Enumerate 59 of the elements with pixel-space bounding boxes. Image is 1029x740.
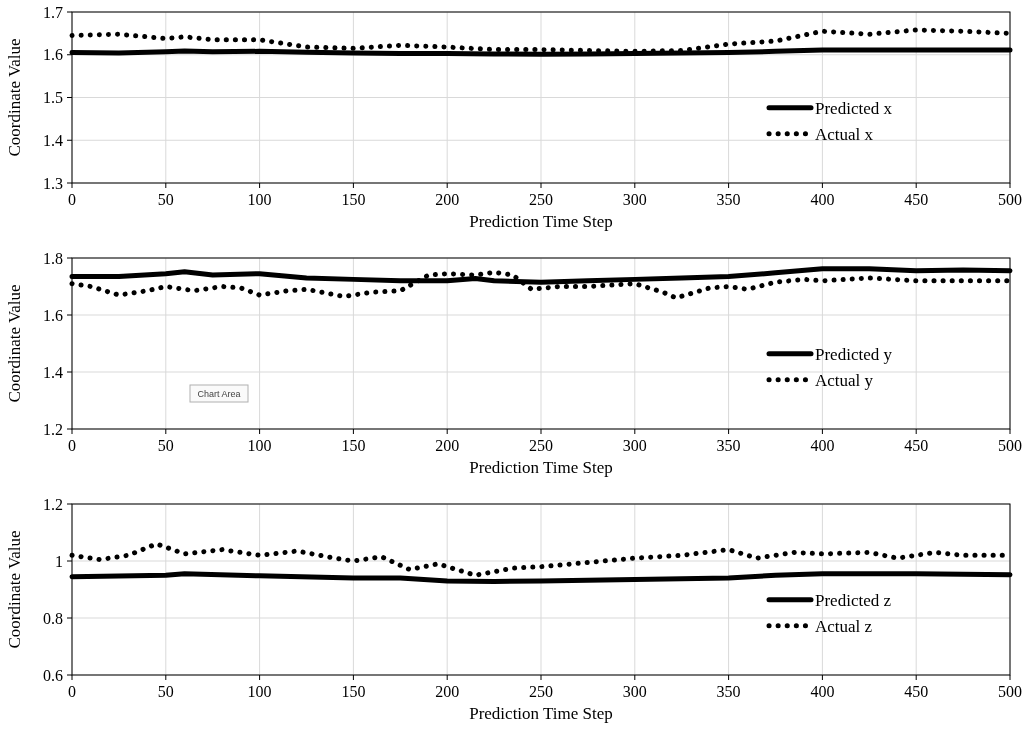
y-tick-label: 1.4: [43, 131, 63, 149]
x-tick-label: 250: [529, 683, 553, 700]
x-tick-label: 500: [998, 437, 1022, 454]
y-axis-title: Coordinate Value: [5, 38, 24, 157]
x-tick-label: 150: [341, 683, 366, 700]
x-tick-label: 100: [247, 437, 272, 454]
x-tick-label: 300: [622, 191, 647, 208]
x-tick-label: 400: [810, 437, 835, 454]
x-tick-label: 200: [435, 683, 460, 700]
legend-label: Actual x: [815, 124, 874, 144]
x-axis-title: Prediction Time Step: [469, 458, 613, 477]
x-tick-label: 150: [341, 191, 366, 208]
x-tick-label: 500: [998, 683, 1022, 700]
y-axis-title: Coordinate Value: [5, 284, 24, 403]
x-tick-label: 100: [247, 683, 272, 700]
x-tick-label: 300: [622, 437, 647, 454]
x-tick-label: 250: [529, 437, 553, 454]
x-tick-label: 100: [247, 191, 272, 208]
legend-label: Predicted x: [815, 98, 893, 118]
x-axis-title: Prediction Time Step: [469, 212, 613, 231]
y-tick-label: 1.4: [43, 363, 63, 381]
y-axis-title: Coordinate Value: [5, 530, 24, 649]
y-tick-label: 1.2: [43, 420, 63, 438]
x-tick-label: 0: [68, 191, 76, 208]
x-tick-label: 450: [904, 191, 929, 208]
annotation: Chart Area: [197, 389, 241, 399]
y-tick-label: 0.8: [43, 609, 63, 627]
y-tick-label: 1: [55, 552, 63, 570]
x-tick-label: 450: [904, 437, 929, 454]
y-tick-label: 0.6: [43, 666, 63, 684]
x-tick-label: 350: [716, 683, 741, 700]
y-tick-label: 1.8: [43, 249, 63, 267]
y-tick-label: 1.7: [43, 3, 63, 21]
x-tick-label: 500: [998, 191, 1022, 208]
x-tick-label: 350: [716, 437, 741, 454]
x-tick-label: 400: [810, 191, 835, 208]
x-tick-label: 150: [341, 437, 366, 454]
x-tick-label: 200: [435, 191, 460, 208]
x-tick-label: 200: [435, 437, 460, 454]
x-tick-label: 0: [68, 683, 76, 700]
legend-label: Predicted z: [815, 590, 892, 610]
y-tick-label: 1.2: [43, 495, 63, 513]
x-tick-label: 250: [529, 191, 553, 208]
y-tick-label: 1.6: [43, 46, 63, 64]
x-tick-label: 0: [68, 437, 76, 454]
x-tick-label: 50: [157, 683, 174, 700]
legend-label: Actual y: [815, 370, 874, 390]
x-tick-label: 50: [157, 191, 174, 208]
x-tick-label: 50: [157, 437, 174, 454]
y-tick-label: 1.6: [43, 306, 63, 324]
y-tick-label: 1.3: [43, 174, 63, 192]
x-tick-label: 400: [810, 683, 835, 700]
x-tick-label: 300: [622, 683, 647, 700]
y-tick-label: 1.5: [43, 89, 63, 107]
legend-label: Actual z: [815, 616, 873, 636]
legend-label: Predicted y: [815, 344, 893, 364]
x-tick-label: 450: [904, 683, 929, 700]
x-tick-label: 350: [716, 191, 741, 208]
x-axis-title: Prediction Time Step: [469, 704, 613, 723]
